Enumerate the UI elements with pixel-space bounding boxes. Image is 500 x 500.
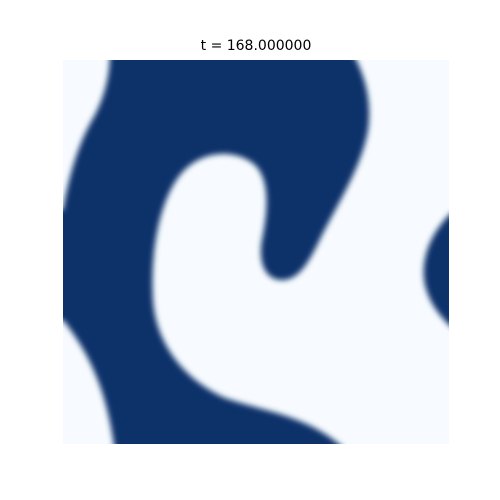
plot-title: t = 168.000000	[201, 38, 312, 54]
dark-phase-region	[63, 60, 370, 444]
dark-phase-edge-blob	[423, 215, 449, 325]
field-image	[63, 60, 449, 444]
